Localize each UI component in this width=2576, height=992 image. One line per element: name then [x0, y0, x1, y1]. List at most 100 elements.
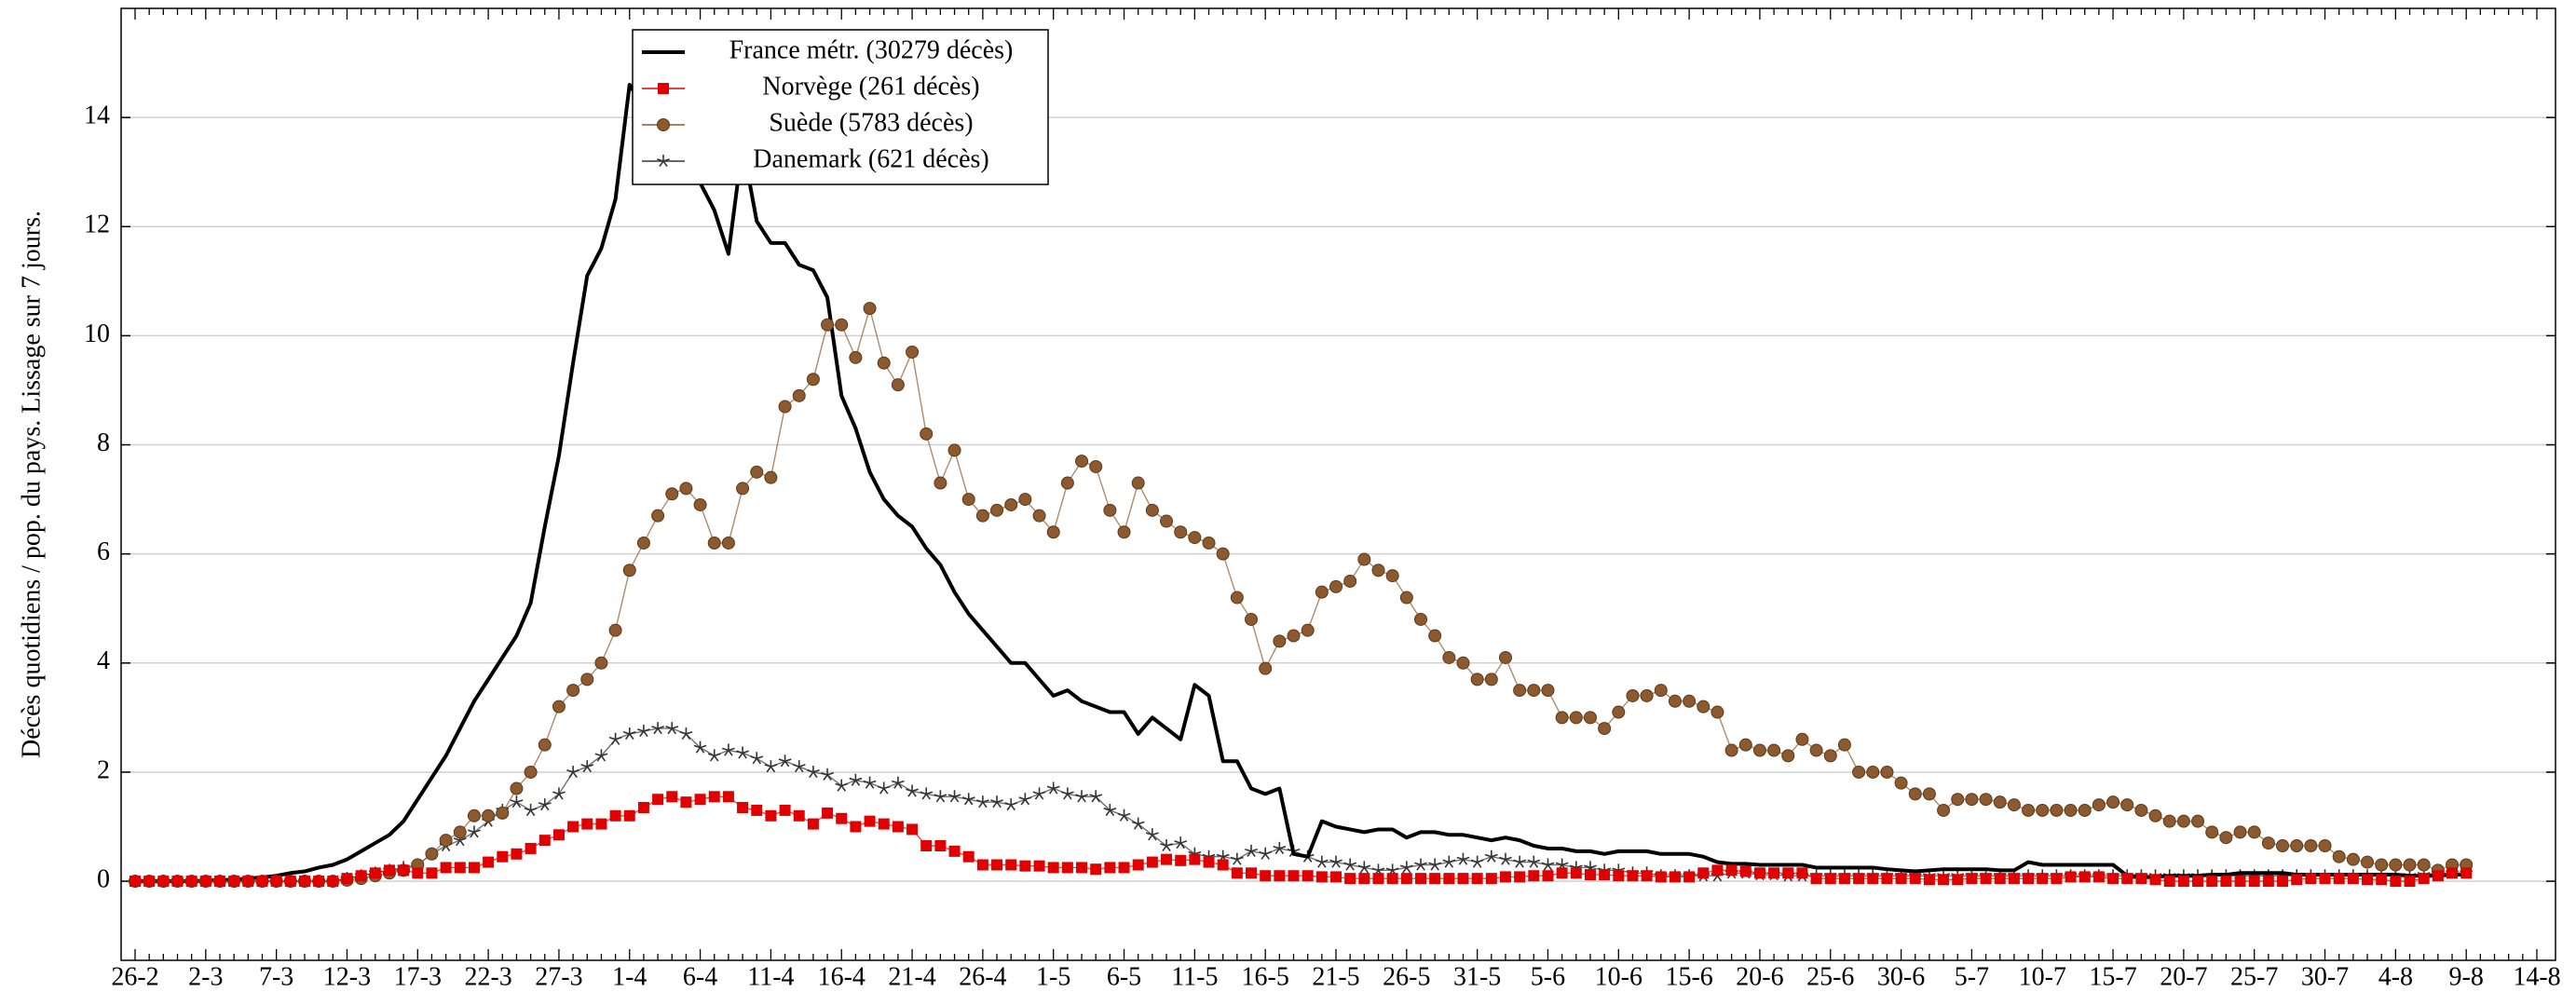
marker	[355, 870, 367, 882]
marker	[1428, 629, 1442, 643]
marker	[398, 864, 410, 876]
marker	[595, 818, 607, 830]
marker	[1781, 749, 1795, 763]
marker	[298, 876, 310, 888]
marker	[594, 656, 608, 670]
y-tick-label: 0	[97, 864, 110, 893]
marker	[1697, 700, 1711, 713]
marker	[2304, 839, 2318, 853]
marker	[1386, 873, 1398, 885]
marker	[1938, 874, 1950, 886]
marker	[1245, 844, 1258, 857]
marker	[1330, 871, 1342, 883]
marker	[1117, 809, 1131, 822]
legend-label: Danemark (621 décès)	[753, 144, 988, 173]
marker	[2022, 803, 2036, 817]
marker	[1668, 694, 1682, 708]
marker	[453, 825, 467, 839]
marker	[1499, 871, 1511, 883]
marker	[1752, 743, 1766, 757]
marker	[1852, 765, 1866, 779]
legend-box	[632, 29, 1049, 185]
marker	[2134, 803, 2148, 817]
x-tick-label: 20-6	[1736, 962, 1783, 991]
marker	[2332, 849, 2346, 863]
marker	[1231, 867, 1243, 879]
marker	[1908, 787, 1922, 801]
marker	[1075, 790, 1088, 803]
marker	[2234, 876, 2246, 888]
marker	[1131, 817, 1145, 830]
marker	[439, 834, 453, 848]
series-line	[135, 82, 2467, 884]
marker	[2051, 873, 2063, 885]
marker	[666, 791, 678, 803]
marker	[2177, 876, 2189, 888]
marker	[2262, 876, 2274, 888]
marker	[2163, 876, 2175, 888]
marker	[580, 760, 594, 773]
marker	[608, 623, 622, 637]
legend-label: Norvège (261 décès)	[762, 72, 979, 101]
marker	[467, 809, 481, 822]
marker	[552, 829, 565, 841]
marker	[482, 809, 496, 822]
marker	[1004, 798, 1018, 811]
x-tick-label: 9-8	[2449, 962, 2484, 991]
x-tick-label: 30-7	[2301, 962, 2349, 991]
marker	[961, 493, 975, 507]
marker	[1188, 531, 1202, 545]
marker	[1909, 873, 1921, 885]
x-tick-label: 31-5	[1453, 962, 1501, 991]
x-tick-label: 26-4	[959, 962, 1006, 991]
marker	[1499, 852, 1512, 865]
marker	[1641, 870, 1653, 882]
marker	[778, 400, 792, 414]
marker	[637, 725, 650, 738]
marker	[2403, 858, 2417, 872]
marker	[651, 722, 664, 735]
marker	[636, 536, 650, 550]
marker	[1047, 862, 1059, 874]
marker	[2205, 825, 2219, 839]
marker	[891, 776, 905, 789]
marker	[2206, 876, 2218, 888]
marker	[2291, 874, 2303, 886]
marker	[2191, 814, 2205, 828]
marker	[1287, 629, 1301, 643]
marker	[538, 798, 552, 811]
x-tick-label: 16-5	[1242, 962, 1289, 991]
marker	[990, 795, 1003, 809]
marker	[1738, 738, 1752, 752]
marker	[538, 835, 551, 847]
marker	[877, 356, 891, 370]
marker	[1456, 852, 1470, 865]
marker	[510, 781, 524, 795]
marker	[2220, 876, 2232, 888]
marker	[538, 738, 552, 752]
marker	[1527, 855, 1541, 868]
series-line	[135, 795, 2467, 882]
marker	[836, 812, 848, 824]
marker	[468, 825, 481, 838]
marker	[1288, 870, 1300, 882]
x-tick-label: 4-8	[2378, 962, 2413, 991]
marker	[906, 784, 919, 797]
marker	[737, 802, 749, 814]
marker	[143, 876, 156, 888]
marker	[947, 790, 961, 803]
marker	[849, 773, 863, 786]
marker	[1683, 694, 1697, 708]
marker	[1385, 569, 1399, 583]
marker	[665, 487, 679, 501]
marker	[934, 790, 947, 803]
marker	[468, 862, 480, 874]
marker	[171, 876, 184, 888]
marker	[242, 876, 254, 888]
marker	[1922, 787, 1936, 801]
marker	[2121, 873, 2133, 885]
x-tick-label: 20-7	[2160, 962, 2207, 991]
marker	[934, 476, 947, 490]
marker	[1951, 793, 1965, 807]
